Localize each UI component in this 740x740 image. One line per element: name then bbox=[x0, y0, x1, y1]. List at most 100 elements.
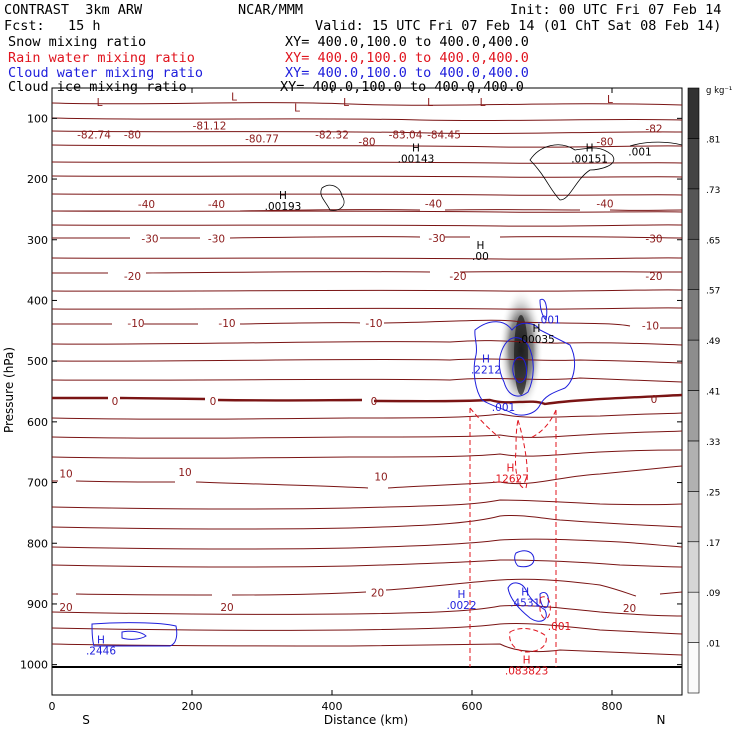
extremum-value: .001 bbox=[628, 146, 651, 158]
colorbar-cell bbox=[687, 440, 700, 492]
temperature-label: -20 bbox=[449, 271, 466, 283]
extremum-value: .001 bbox=[548, 621, 571, 633]
extremum-value: .12627 bbox=[492, 474, 529, 486]
legend-cloud-ice-label: Cloud ice mixing ratio bbox=[8, 79, 187, 95]
temperature-label: -80 bbox=[596, 136, 613, 148]
temperature-label: -10 bbox=[127, 318, 144, 330]
extremum-value: .0022 bbox=[446, 600, 476, 612]
legend-cloud-water-xy: XY= 400.0,100.0 to 400.0,400.0 bbox=[285, 65, 529, 81]
x-tick-label: 200 bbox=[182, 700, 203, 713]
cloud-water-contour bbox=[539, 591, 549, 609]
temp-contour bbox=[52, 340, 682, 346]
temp-contour bbox=[52, 161, 682, 164]
y-tick-label: 700 bbox=[27, 477, 48, 490]
extremum-value: .00143 bbox=[398, 154, 435, 166]
extremum-mark: L bbox=[480, 97, 486, 109]
temp-contour-minus20 bbox=[52, 271, 682, 274]
rain-water-contour bbox=[529, 409, 557, 439]
temperature-label: 20 bbox=[59, 602, 72, 614]
temperature-label: -40 bbox=[596, 198, 613, 210]
extremum-value: .00 bbox=[472, 251, 489, 263]
temp-contour bbox=[52, 515, 682, 530]
temp-contour bbox=[52, 499, 682, 510]
temperature-label: -30 bbox=[141, 234, 158, 246]
extremum-value: .4531 bbox=[510, 597, 540, 609]
extremum-mark: L bbox=[343, 97, 349, 109]
freezing-level-contour bbox=[52, 393, 682, 406]
colorbar-tick-label: .49 bbox=[706, 337, 721, 347]
temp-contour bbox=[52, 224, 682, 227]
colorbar-tick-label: .57 bbox=[706, 287, 720, 297]
temperature-label: -40 bbox=[208, 199, 225, 211]
temp-contour bbox=[52, 193, 682, 196]
temp-contour bbox=[52, 412, 682, 420]
y-tick-label: 300 bbox=[27, 234, 48, 247]
extremum-value: .00035 bbox=[518, 334, 555, 346]
temperature-label: -80 bbox=[358, 136, 375, 148]
colorbar-cell bbox=[687, 642, 700, 694]
rain-water-contour bbox=[469, 407, 501, 439]
temperature-label: 0 bbox=[651, 394, 658, 406]
extremum-value: .00193 bbox=[265, 201, 302, 213]
temp-contour bbox=[52, 210, 682, 213]
colorbar-cell bbox=[687, 491, 700, 543]
extremum-mark: H bbox=[476, 240, 484, 252]
temp-contour-minus40 bbox=[52, 209, 682, 212]
temp-contour bbox=[52, 117, 682, 122]
colorbar-cell bbox=[687, 339, 700, 391]
temperature-label: 20 bbox=[623, 603, 636, 615]
colorbar-cell bbox=[687, 138, 700, 190]
colorbar-tick-label: .41 bbox=[706, 388, 720, 398]
snow-shading-core bbox=[514, 315, 528, 395]
temperature-label: -84.45 bbox=[427, 130, 461, 142]
extremum-value: .001 bbox=[492, 402, 515, 414]
x-tick-label: 600 bbox=[462, 700, 483, 713]
extremum-mark: H bbox=[532, 323, 540, 335]
temperature-label: 0 bbox=[210, 396, 217, 408]
extremum-mark: L bbox=[294, 103, 300, 115]
legend-cloud-ice-xy: XY= 400.0,100.0 to 400.0,400.0 bbox=[280, 79, 524, 95]
extremum-mark: H bbox=[482, 353, 490, 365]
temp-contour bbox=[52, 643, 682, 656]
legend-snow-label: Snow mixing ratio bbox=[8, 34, 147, 50]
temperature-label: -80.77 bbox=[245, 133, 279, 145]
x-tick-label: 400 bbox=[322, 700, 343, 713]
temperature-label: 20 bbox=[371, 587, 384, 599]
y-tick-label: 400 bbox=[27, 294, 48, 307]
y-tick-label: 1000 bbox=[20, 659, 48, 672]
extremum-mark: H bbox=[97, 634, 105, 646]
extremum-mark: H bbox=[412, 143, 420, 155]
extremum-mark: L bbox=[97, 97, 103, 109]
temp-contour bbox=[52, 538, 682, 550]
temp-contour bbox=[52, 289, 682, 292]
plot-frame bbox=[51, 87, 683, 696]
legend-cloud-water-label: Cloud water mixing ratio bbox=[8, 65, 204, 81]
temperature-label: -80 bbox=[124, 130, 141, 142]
colorbar-cell bbox=[687, 289, 700, 341]
temp-contour-20 bbox=[52, 578, 682, 597]
legend-rain-label: Rain water mixing ratio bbox=[8, 50, 195, 66]
x-axis-title: Distance (km) bbox=[324, 713, 408, 727]
temp-contour bbox=[52, 449, 682, 459]
colorbar-cell bbox=[687, 591, 700, 643]
cloud-water-contour bbox=[498, 337, 534, 397]
cloud-ice-contour bbox=[320, 184, 345, 211]
header-fcst-label: Fcst: bbox=[4, 18, 45, 34]
cloud-water-contour bbox=[473, 321, 576, 416]
colorbar-tick-label: .17 bbox=[706, 539, 720, 549]
cloud-ice-contour bbox=[629, 141, 682, 147]
header-valid: Valid: 15 UTC Fri 07 Feb 14 (01 ChT Sat … bbox=[315, 18, 722, 34]
y-tick-label: 200 bbox=[27, 173, 48, 186]
header-center: NCAR/MMM bbox=[238, 2, 304, 18]
temperature-label: 0 bbox=[112, 396, 119, 408]
cloud-water-contour bbox=[512, 356, 527, 383]
cloud-water-contour bbox=[507, 582, 547, 622]
colorbar-cell bbox=[687, 188, 700, 240]
colorbar-tick-label: .25 bbox=[706, 488, 720, 498]
extremum-value: .001 bbox=[537, 314, 560, 326]
cloud-water-contour bbox=[91, 622, 178, 647]
extremum-mark: H bbox=[521, 586, 529, 598]
extremum-value: .2212 bbox=[471, 364, 501, 376]
temp-contour bbox=[52, 430, 682, 439]
temp-contour bbox=[52, 604, 682, 617]
